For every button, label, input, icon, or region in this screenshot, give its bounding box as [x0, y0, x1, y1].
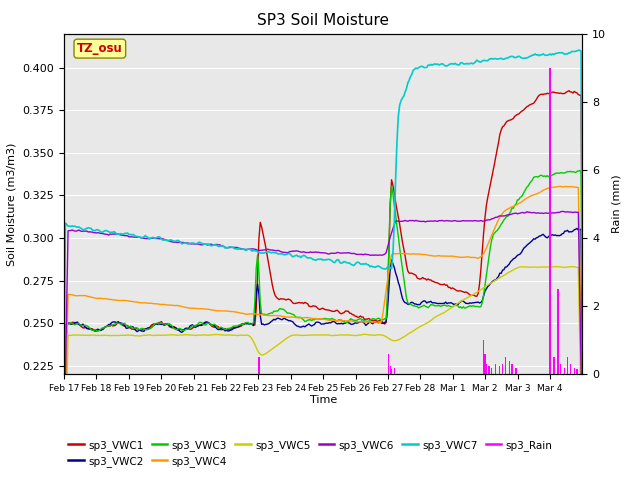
Bar: [502, 364, 503, 374]
Bar: [483, 340, 484, 374]
Bar: [570, 364, 571, 374]
Bar: [573, 368, 575, 374]
Bar: [484, 354, 486, 374]
Bar: [495, 364, 497, 374]
Bar: [505, 357, 506, 374]
Bar: [567, 357, 568, 374]
Bar: [564, 368, 565, 374]
Bar: [486, 364, 487, 374]
Bar: [515, 368, 516, 374]
Title: SP3 Soil Moisture: SP3 Soil Moisture: [257, 13, 389, 28]
Bar: [549, 68, 550, 374]
Bar: [394, 368, 395, 374]
Bar: [488, 366, 490, 374]
Bar: [509, 361, 510, 374]
Bar: [499, 366, 500, 374]
Bar: [391, 369, 392, 374]
Bar: [560, 364, 561, 374]
Bar: [554, 357, 555, 374]
Bar: [511, 364, 513, 374]
X-axis label: Time: Time: [310, 395, 337, 405]
Bar: [557, 289, 559, 374]
Y-axis label: Rain (mm): Rain (mm): [612, 175, 621, 233]
Y-axis label: Soil Moisture (m3/m3): Soil Moisture (m3/m3): [7, 142, 17, 266]
Bar: [390, 366, 391, 374]
Legend: sp3_VWC1, sp3_VWC2, sp3_VWC3, sp3_VWC4, sp3_VWC5, sp3_VWC6, sp3_VWC7, sp3_Rain: sp3_VWC1, sp3_VWC2, sp3_VWC3, sp3_VWC4, …: [64, 436, 557, 471]
Bar: [388, 354, 390, 374]
Bar: [491, 368, 492, 374]
Text: TZ_osu: TZ_osu: [77, 42, 123, 55]
